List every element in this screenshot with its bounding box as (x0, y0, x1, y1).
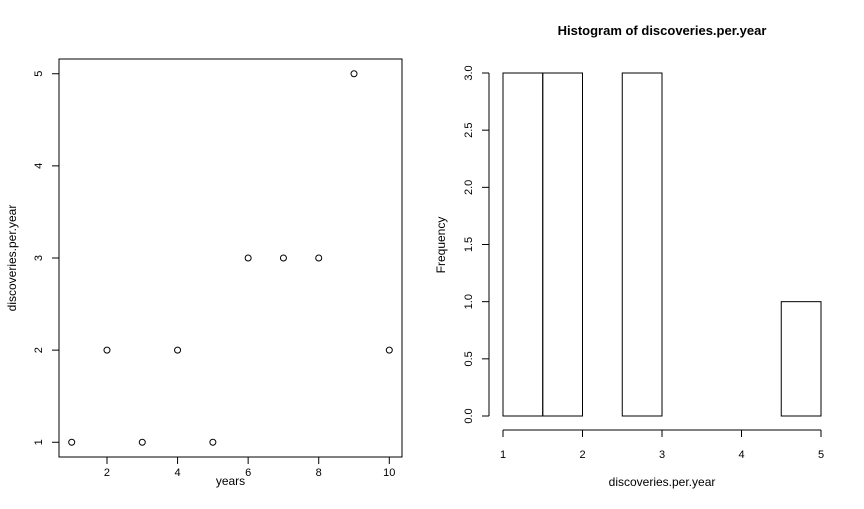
y-tick-label: 1.0 (463, 294, 475, 309)
y-tick-label: 2.0 (463, 180, 475, 195)
x-tick-label: 4 (175, 467, 181, 479)
y-tick-label: 5 (33, 71, 45, 77)
x-tick-label: 3 (659, 449, 665, 461)
data-point (315, 254, 323, 262)
histogram-panel: Histogram of discoveries.per.year 1 2 3 4 5 0.… (434, 23, 824, 489)
y-tick-label: 3 (33, 255, 45, 261)
y-tick-label: 1 (33, 439, 45, 445)
x-tick-label: 4 (738, 449, 744, 461)
y-tick-label: 3.0 (463, 65, 475, 80)
x-axis-label: discoveries.per.year (609, 475, 716, 489)
x-tick-label: 6 (245, 467, 251, 479)
y-tick-label: 1.5 (463, 237, 475, 252)
data-point (350, 70, 358, 78)
y-tick-label: 0.5 (463, 351, 475, 366)
histogram-bar (542, 72, 583, 417)
data-point (68, 438, 76, 446)
x-tick-label: 10 (383, 467, 395, 479)
data-point (138, 438, 146, 446)
y-axis-label: Frequency (434, 217, 448, 274)
x-tick-label: 2 (579, 449, 585, 461)
y-axis-label: discoveries.per.year (5, 205, 19, 312)
plot-box (58, 58, 403, 458)
data-point (209, 438, 217, 446)
data-point (385, 346, 393, 354)
y-tick-label: 4 (33, 163, 45, 169)
x-tick-label: 5 (818, 449, 824, 461)
y-tick-label: 2.5 (463, 123, 475, 138)
histogram-bar (502, 72, 544, 417)
y-tick-label: 0.0 (463, 408, 475, 423)
x-axis-label: years (216, 474, 245, 488)
data-point (103, 346, 111, 354)
chart-title: Histogram of discoveries.per.year (558, 23, 767, 38)
x-tick-label: 2 (104, 467, 110, 479)
histogram-bar (621, 72, 663, 417)
x-tick-label: 1 (500, 449, 506, 461)
histogram-bar (780, 301, 822, 417)
data-point (174, 346, 182, 354)
data-point (244, 254, 252, 262)
x-tick-label: 8 (316, 467, 322, 479)
data-point (279, 254, 287, 262)
y-tick-label: 2 (33, 347, 45, 353)
